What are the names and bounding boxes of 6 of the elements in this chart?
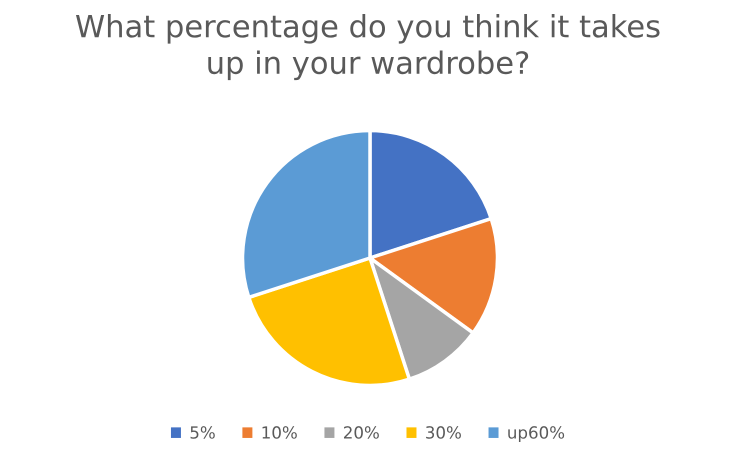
chart-title: What percentage do you think it takes up in your wardrobe?: [76, 14, 660, 80]
legend-label: 5%: [190, 426, 215, 439]
legend-label: 30%: [426, 426, 461, 439]
legend-label: 10%: [262, 426, 297, 439]
legend-label: up60%: [508, 426, 564, 442]
legend-label: 20%: [344, 426, 379, 439]
